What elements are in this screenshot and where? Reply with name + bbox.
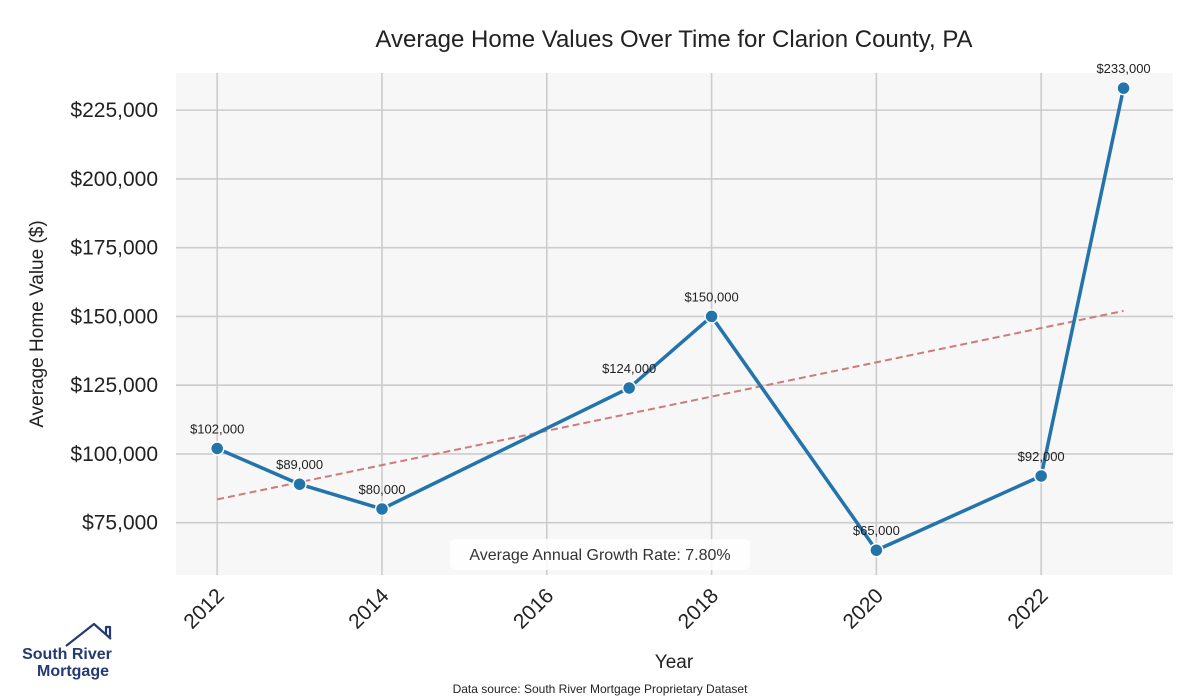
x-tick-label: 2022 bbox=[1003, 584, 1052, 633]
series-line bbox=[215, 86, 1126, 552]
logo-text-line1: South River bbox=[22, 646, 112, 663]
data-label: $89,000 bbox=[276, 457, 323, 472]
x-axis-title: Year bbox=[655, 652, 694, 673]
data-point bbox=[374, 501, 390, 517]
growth-rate-text: Average Annual Growth Rate: 7.80% bbox=[469, 547, 730, 564]
y-tick-label: $175,000 bbox=[70, 237, 158, 260]
house-icon bbox=[65, 622, 112, 647]
y-tick-label: $150,000 bbox=[70, 305, 158, 328]
trend-line bbox=[216, 309, 1124, 501]
data-point bbox=[1033, 468, 1049, 484]
x-tick-label: 2016 bbox=[509, 584, 558, 633]
chart-title: Average Home Values Over Time for Clario… bbox=[375, 26, 972, 53]
data-label: $65,000 bbox=[853, 523, 900, 538]
data-label: $233,000 bbox=[1096, 61, 1150, 76]
series-layer bbox=[209, 80, 1131, 558]
x-tick-label: 2020 bbox=[839, 584, 888, 633]
logo-text-line2: Mortgage bbox=[37, 663, 109, 680]
y-tick-label: $75,000 bbox=[82, 512, 158, 535]
y-tick-label: $125,000 bbox=[70, 374, 158, 397]
plot-area bbox=[176, 73, 1173, 575]
data-label: $80,000 bbox=[358, 482, 405, 497]
growth-rate-annotation: Average Annual Growth Rate: 7.80% bbox=[450, 539, 750, 570]
data-point bbox=[1116, 80, 1131, 96]
data-point bbox=[704, 309, 719, 324]
grid-lines bbox=[176, 73, 1173, 575]
data-label: $102,000 bbox=[190, 421, 244, 436]
y-tick-label: $225,000 bbox=[70, 99, 158, 122]
data-point bbox=[621, 380, 637, 396]
data-point bbox=[209, 441, 225, 456]
data-labels: $102,000 $89,000 $80,000 $124,000 $150,000 $6… bbox=[190, 61, 1151, 538]
annotation-box bbox=[450, 539, 750, 570]
y-tick-label: $100,000 bbox=[70, 443, 158, 466]
x-tick-label: 2012 bbox=[179, 584, 228, 633]
data-label: $150,000 bbox=[684, 289, 738, 304]
company-logo: South River Mortgage bbox=[22, 622, 112, 680]
y-axis-title: Average Home Value ($) bbox=[27, 220, 48, 427]
y-tick-label: $200,000 bbox=[70, 168, 158, 191]
x-tick-label: 2014 bbox=[344, 584, 394, 634]
data-source-note: Data source: South River Mortgage Propri… bbox=[453, 682, 748, 696]
trend-layer bbox=[216, 309, 1124, 501]
data-point bbox=[292, 476, 307, 492]
x-tick-label: 2018 bbox=[674, 584, 723, 633]
data-label: $124,000 bbox=[602, 361, 656, 376]
data-point bbox=[869, 542, 884, 558]
data-label: $92,000 bbox=[1018, 449, 1065, 464]
